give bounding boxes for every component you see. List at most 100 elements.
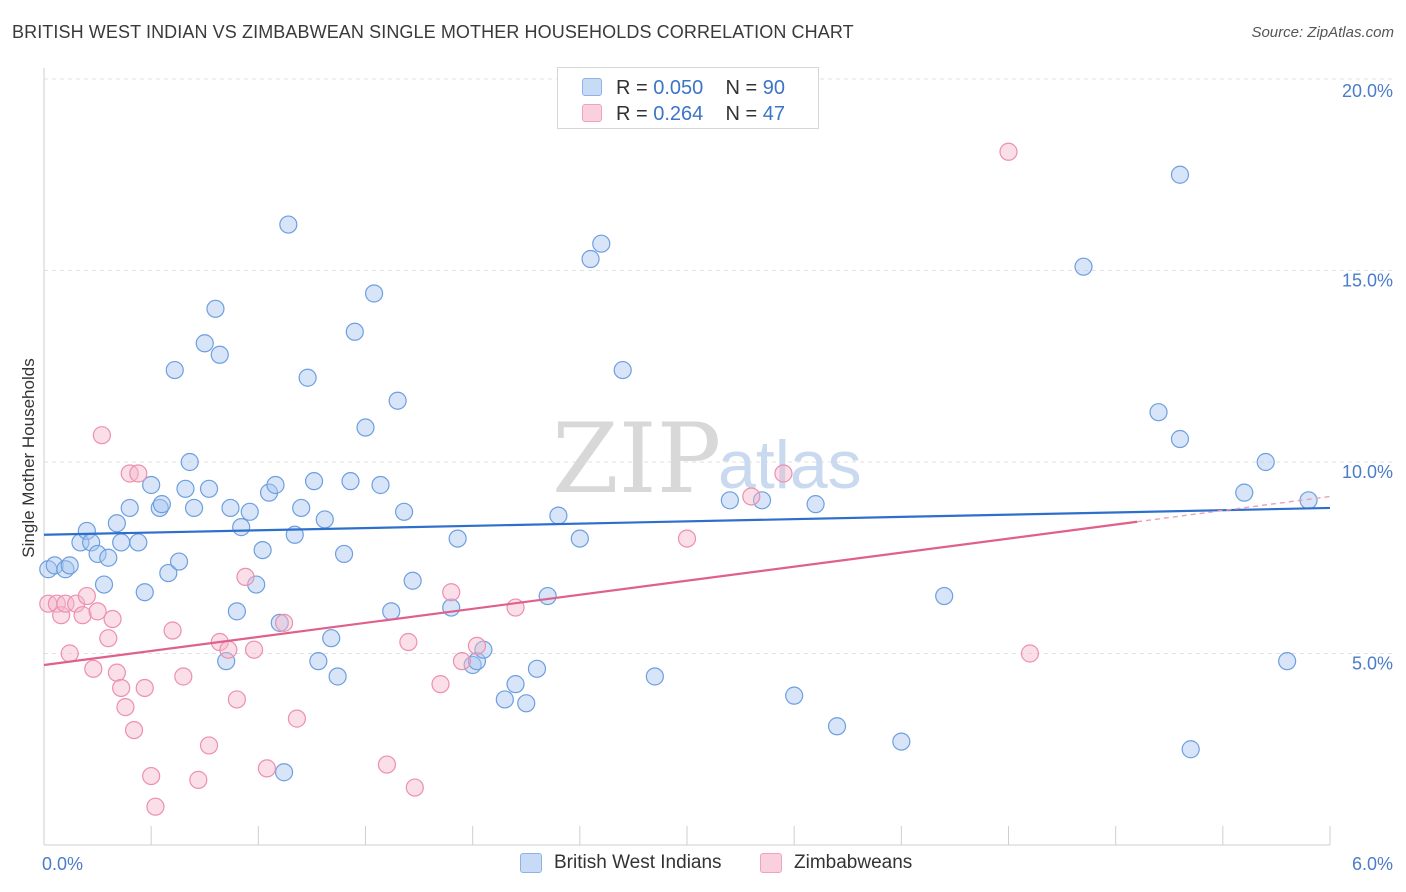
legend-swatch-british-west-indians [520, 853, 542, 873]
point-british-west-indians-24 [195, 334, 214, 353]
point-zimbabweans-30 [244, 640, 264, 659]
point-zimbabweans-38 [442, 583, 461, 602]
point-zimbabweans-36 [405, 778, 424, 797]
legend-label-british-west-indians: British West Indians [554, 852, 722, 873]
point-british-west-indians-88 [1278, 652, 1297, 671]
point-zimbabweans-4 [60, 644, 79, 663]
legend-text-blue: R = 0.050 N = 90 [616, 77, 785, 100]
legend-label-zimbabweans: Zimbabweans [794, 852, 913, 873]
watermark: ZIP atlas [552, 403, 862, 515]
point-british-west-indians-65 [517, 694, 536, 713]
trend-line-british-west-indians [43, 506, 1331, 536]
point-british-west-indians-26 [206, 299, 225, 318]
point-zimbabweans-22 [163, 621, 182, 640]
point-british-west-indians-51 [356, 418, 375, 437]
source-label: Source: ZipAtlas.com [1251, 24, 1394, 41]
point-zimbabweans-12 [103, 609, 122, 629]
series-zimbabweans [39, 142, 1040, 816]
point-zimbabweans-21 [146, 797, 165, 816]
point-british-west-indians-80 [935, 586, 954, 606]
point-british-west-indians-29 [221, 498, 240, 518]
point-british-west-indians-78 [827, 717, 847, 736]
point-british-west-indians-66 [527, 659, 547, 678]
point-british-west-indians-71 [592, 234, 611, 253]
point-zimbabweans-17 [124, 720, 144, 740]
point-british-west-indians-3 [60, 556, 79, 575]
point-british-west-indians-61 [467, 652, 487, 671]
point-zimbabweans-13 [107, 663, 126, 682]
point-british-west-indians-19 [165, 360, 184, 380]
legend-swatch-blue [582, 78, 602, 96]
point-zimbabweans-45 [999, 142, 1018, 161]
x-tick-label-1: 6.0% [1352, 854, 1393, 874]
point-british-west-indians-86 [1235, 483, 1254, 502]
point-british-west-indians-79 [892, 732, 911, 751]
point-zimbabweans-39 [452, 652, 472, 671]
point-british-west-indians-18 [159, 563, 178, 583]
point-british-west-indians-57 [403, 571, 422, 590]
point-british-west-indians-46 [322, 629, 341, 648]
series-british-west-indians [39, 165, 1318, 782]
x-tick-label-0: 0.0% [42, 854, 83, 874]
x-tick-labels: 0.0% 6.0% [42, 854, 1393, 874]
point-british-west-indians-11 [112, 533, 131, 552]
point-british-west-indians-45 [315, 510, 334, 529]
point-british-west-indians-36 [266, 475, 285, 495]
legend-swatch-pink [582, 104, 602, 122]
point-british-west-indians-34 [253, 540, 272, 560]
point-british-west-indians-42 [298, 368, 317, 387]
point-british-west-indians-8 [94, 575, 114, 594]
legend-text-pink: R = 0.264 N = 47 [616, 103, 785, 126]
point-zimbabweans-35 [399, 632, 418, 652]
chart-title: BRITISH WEST INDIAN VS ZIMBABWEAN SINGLE… [12, 22, 854, 42]
point-british-west-indians-52 [364, 284, 384, 303]
y-tick-label-1: 10.0% [1342, 462, 1393, 482]
point-british-west-indians-72 [613, 360, 632, 380]
x-axis-ticks [43, 826, 1331, 845]
point-british-west-indians-14 [135, 583, 154, 602]
point-zimbabweans-23 [174, 667, 193, 686]
y-tick-label-0: 5.0% [1352, 654, 1393, 674]
trend-line-zimbabweans-extension [1137, 495, 1331, 523]
point-british-west-indians-74 [720, 491, 739, 510]
point-zimbabweans-10 [92, 426, 111, 445]
y-axis-label: Single Mother Households [19, 358, 38, 557]
point-british-west-indians-21 [176, 479, 195, 498]
point-british-west-indians-76 [785, 686, 804, 705]
watermark-atlas: atlas [718, 427, 862, 503]
point-zimbabweans-27 [219, 640, 238, 659]
point-zimbabweans-46 [1020, 644, 1040, 663]
point-british-west-indians-77 [806, 495, 825, 514]
point-zimbabweans-15 [116, 698, 135, 717]
point-british-west-indians-5 [77, 521, 96, 541]
point-british-west-indians-22 [180, 452, 199, 472]
r-label-blue: R = [616, 77, 648, 99]
point-british-west-indians-41 [292, 498, 311, 518]
point-zimbabweans-2 [52, 606, 71, 625]
point-british-west-indians-17 [152, 495, 171, 514]
point-british-west-indians-38 [274, 763, 294, 782]
point-zimbabweans-44 [774, 464, 793, 483]
y-tick-labels: 5.0% 10.0% 15.0% 20.0% [1342, 81, 1393, 674]
point-british-west-indians-83 [1170, 429, 1190, 449]
point-british-west-indians-15 [142, 475, 161, 495]
point-british-west-indians-13 [129, 533, 148, 552]
point-british-west-indians-81 [1074, 257, 1093, 276]
point-zimbabweans-32 [274, 613, 294, 632]
point-zimbabweans-3 [56, 594, 75, 613]
point-british-west-indians-43 [304, 472, 324, 491]
point-british-west-indians-31 [232, 518, 251, 537]
point-british-west-indians-20 [169, 552, 189, 571]
watermark-zip: ZIP [552, 403, 721, 515]
point-british-west-indians-48 [334, 544, 354, 564]
point-zimbabweans-9 [88, 602, 107, 621]
n-label-blue: N = [725, 77, 758, 99]
point-zimbabweans-40 [467, 636, 487, 655]
point-british-west-indians-27 [210, 345, 229, 364]
point-british-west-indians-67 [538, 586, 557, 606]
n-value-pink: 47 [762, 103, 786, 125]
point-british-west-indians-30 [227, 602, 246, 621]
point-zimbabweans-20 [142, 766, 161, 786]
point-british-west-indians-50 [345, 322, 364, 341]
